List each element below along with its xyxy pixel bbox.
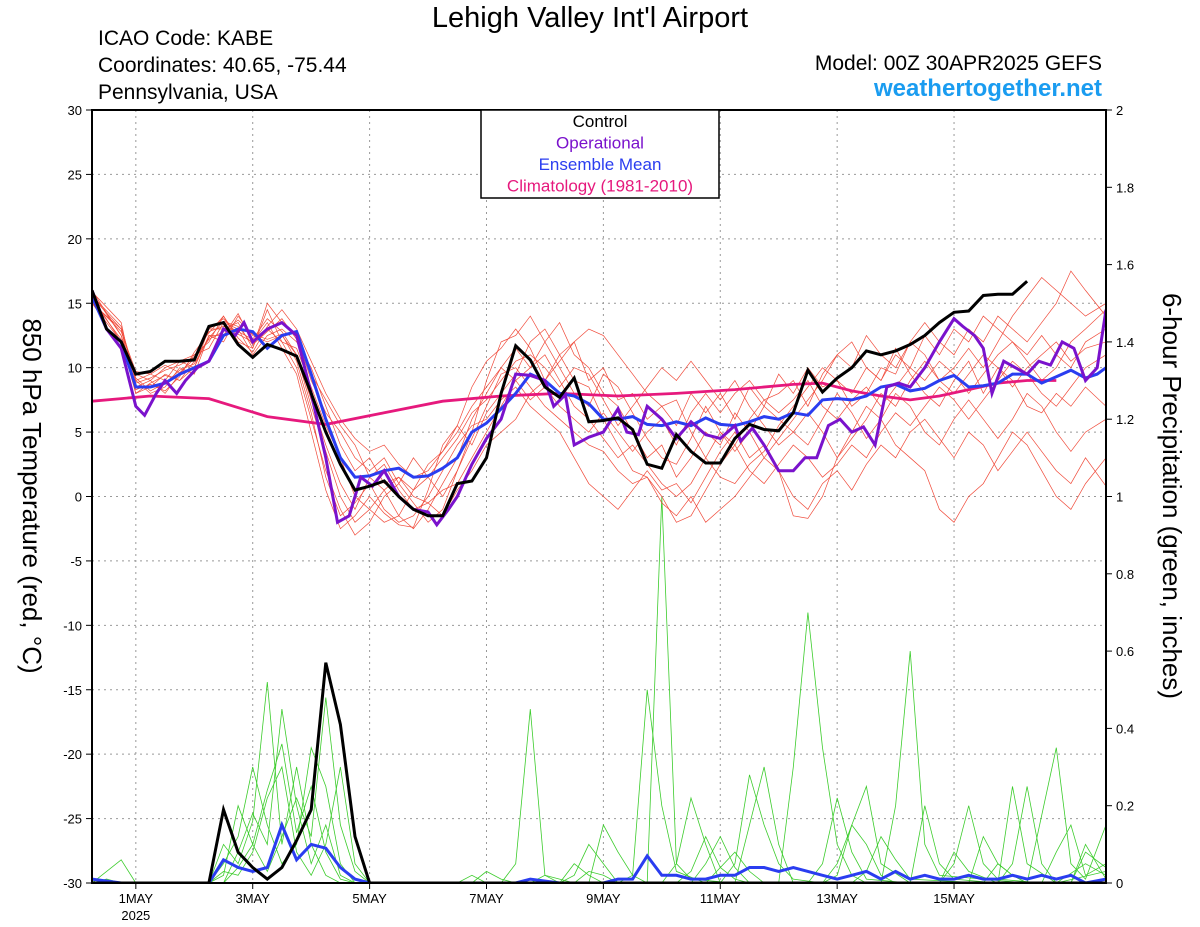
x-axis-ticks: 1MAY 2025 3MAY 5MAY 7MAY 9MAY 11MAY 13MAY 15MAY [119, 883, 975, 923]
left-tick-label: 5 [75, 425, 82, 440]
right-tick-label: 1.6 [1116, 258, 1134, 273]
precip-member-line [92, 612, 1106, 883]
left-axis-ticks: -30 -25 -20 -15 -10 -5 0 5 10 15 20 25 30 [63, 103, 92, 891]
left-tick-label: -20 [63, 747, 82, 762]
temp-member-line [92, 301, 1106, 523]
left-tick-label: 25 [68, 167, 82, 182]
right-tick-label: 1.4 [1116, 335, 1134, 350]
right-tick-label: 0.8 [1116, 567, 1134, 582]
x-tick-year: 2025 [121, 908, 150, 923]
left-tick-label: 10 [68, 361, 82, 376]
right-axis-ticks: 0 0.2 0.4 0.6 0.8 1 1.2 1.4 1.6 1.8 2 [1106, 103, 1134, 891]
left-tick-label: 20 [68, 232, 82, 247]
grid [92, 110, 1106, 883]
x-tick-label: 3MAY [236, 891, 271, 906]
x-tick-label: 1MAY [119, 891, 154, 906]
right-tick-label: 0 [1116, 876, 1123, 891]
temp-member-line [92, 296, 1106, 530]
right-tick-label: 0.4 [1116, 721, 1134, 736]
precip-member-line [92, 743, 1106, 883]
temp-control-line [92, 280, 1029, 518]
legend: Control Operational Ensemble Mean Climatolo… [480, 109, 720, 199]
right-tick-label: 1.8 [1116, 180, 1134, 195]
right-axis-label: 6-hour Precipitation (green, inches) [1157, 293, 1187, 699]
legend-entry: Operational [556, 134, 644, 153]
x-tick-label: 7MAY [469, 891, 504, 906]
icao-code: ICAO Code: KABE [98, 27, 274, 50]
model-run: Model: 00Z 30APR2025 GEFS [814, 52, 1102, 75]
legend-box [480, 109, 720, 199]
temp-member-line [92, 291, 1106, 478]
left-tick-label: -15 [63, 683, 82, 698]
left-tick-label: -25 [63, 812, 82, 827]
legend-entry: Ensemble Mean [539, 155, 662, 174]
left-tick-label: -10 [63, 618, 82, 633]
left-tick-label: -5 [70, 554, 82, 569]
left-axis-label: 850 hPa Temperature (red, °C) [17, 318, 47, 673]
precip-control-line [92, 662, 1106, 883]
x-tick-label: 5MAY [352, 891, 387, 906]
region: Pennsylvania, USA [98, 81, 278, 104]
precip-mean-line [92, 820, 1106, 883]
main-series [92, 280, 1106, 883]
right-tick-label: 1.2 [1116, 412, 1134, 427]
left-tick-label: 15 [68, 296, 82, 311]
climatology-line [92, 379, 1057, 426]
x-tick-label: 9MAY [586, 891, 621, 906]
right-tick-label: 0.6 [1116, 644, 1134, 659]
precip-member-line [92, 496, 1106, 883]
x-tick-label: 11MAY [700, 891, 741, 906]
right-tick-label: 1 [1116, 490, 1123, 505]
temp-member-line [92, 270, 1106, 523]
temp-member-line [92, 300, 1106, 523]
left-tick-label: 0 [75, 490, 82, 505]
left-tick-label: -30 [63, 876, 82, 891]
site-link[interactable]: weathertogether.net [873, 75, 1102, 102]
x-tick-label: 15MAY [933, 891, 975, 906]
chart-title: Lehigh Valley Int'l Airport [431, 2, 749, 34]
right-tick-label: 2 [1116, 103, 1123, 118]
legend-entry: Climatology (1981-2010) [507, 177, 693, 196]
coordinates: Coordinates: 40.65, -75.44 [98, 54, 347, 77]
right-tick-label: 0.2 [1116, 799, 1134, 814]
legend-entry: Control [573, 112, 628, 131]
left-tick-label: 30 [68, 103, 82, 118]
x-tick-label: 13MAY [816, 891, 858, 906]
